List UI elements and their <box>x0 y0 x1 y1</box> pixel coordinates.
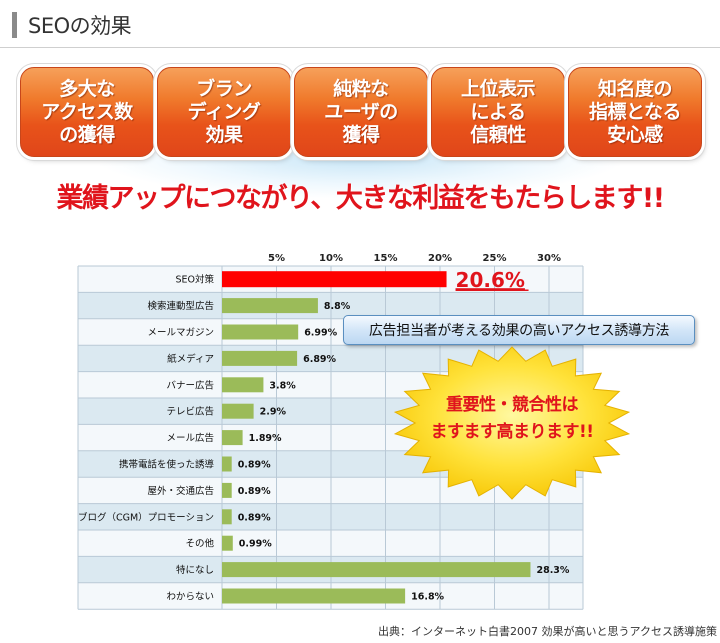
category-label: メールマガジン <box>147 328 214 339</box>
header-divider <box>0 47 720 48</box>
bar-value-label: 16.8% <box>411 592 444 603</box>
page-title: SEOの効果 <box>28 14 132 38</box>
section-header: SEOの効果 <box>0 0 720 48</box>
chart-callout-label: 広告担当者が考える効果の高いアクセス誘導方法 <box>343 315 695 345</box>
x-tick-label: 25% <box>483 253 507 264</box>
category-label: 特になし <box>176 564 214 576</box>
category-label: メール広告 <box>166 432 214 444</box>
category-label: 紙メディア <box>167 353 214 365</box>
starburst-text: 重要性・競合性は ますます高まります!! <box>430 395 594 442</box>
bar-value-label: 0.89% <box>238 460 271 471</box>
starburst-badge <box>393 346 631 500</box>
bar-value-label: 8.8% <box>324 301 351 312</box>
bar <box>222 588 406 604</box>
x-tick-label: 30% <box>537 253 561 264</box>
header-accent-bar <box>12 12 17 38</box>
benefit-box-access: 多大な アクセス数 の獲得 <box>20 67 154 157</box>
category-label: わからない <box>166 592 214 603</box>
bar <box>222 350 298 366</box>
benefit-box-label: ブラン ディング 効果 <box>187 77 261 146</box>
benefit-box-label: 多大な アクセス数 の獲得 <box>41 77 133 146</box>
bar <box>222 562 531 578</box>
category-label: その他 <box>185 538 214 550</box>
benefit-box-branding: ブラン ディング 効果 <box>157 67 291 157</box>
bar-value-label: 1.89% <box>249 433 282 444</box>
bar-value-label: 28.3% <box>536 565 569 576</box>
bar-value-label: 0.89% <box>238 486 271 497</box>
bar <box>222 271 447 288</box>
category-label: バナー広告 <box>166 379 214 391</box>
bar-value-label: 20.6% <box>456 268 525 292</box>
chart-source: 出典：インターネット白書2007 効果が高いと思うアクセス誘導施策 <box>378 625 717 638</box>
bar <box>222 298 318 314</box>
category-label: SEO対策 <box>175 274 214 286</box>
x-tick-label: 5% <box>268 253 285 264</box>
bar <box>222 324 299 340</box>
bar-value-label: 3.8% <box>269 380 296 391</box>
x-tick-label: 20% <box>428 253 452 264</box>
category-label: 検索連動型広告 <box>147 300 214 312</box>
benefit-box-label: 上位表示 による 信頼性 <box>460 77 536 146</box>
bar <box>222 456 232 472</box>
bar <box>222 403 254 419</box>
bar <box>222 430 243 446</box>
bar-value-label: 6.89% <box>303 354 336 365</box>
category-label: テレビ広告 <box>166 406 214 418</box>
bar <box>222 509 232 525</box>
bar <box>222 482 232 498</box>
x-tick-label: 15% <box>374 253 398 264</box>
bar-value-label: 6.99% <box>304 328 337 339</box>
benefit-box-users: 純粋な ユーザの 獲得 <box>294 67 428 157</box>
benefit-box-label: 知名度の 指標となる 安心感 <box>589 77 681 146</box>
bar-value-label: 2.9% <box>260 407 287 418</box>
bar-value-label: 0.89% <box>238 512 271 523</box>
category-label: 携帯電話を使った誘導 <box>119 459 215 471</box>
benefit-box-label: 純粋な ユーザの 獲得 <box>324 77 398 146</box>
x-tick-label: 10% <box>319 253 343 264</box>
category-label: ブログ（CGM）プロモーション <box>78 511 214 523</box>
category-label: 屋外・交通広告 <box>147 485 214 497</box>
benefit-box-awareness: 知名度の 指標となる 安心感 <box>568 67 702 157</box>
bar <box>222 377 264 393</box>
bar <box>222 535 233 551</box>
tagline: 業績アップにつながり、大きな利益をもたらします!! <box>56 183 665 214</box>
benefit-box-trust: 上位表示 による 信頼性 <box>431 67 565 157</box>
bar-value-label: 0.99% <box>239 539 272 550</box>
